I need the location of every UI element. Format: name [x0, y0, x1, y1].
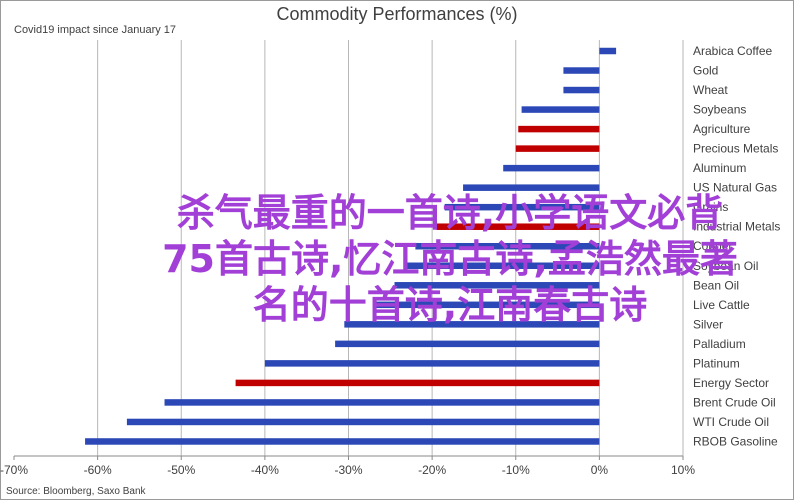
x-tick-label: -50%: [167, 463, 195, 477]
bar-precious-metals: [515, 145, 600, 152]
bar-soybean-oil: [407, 262, 600, 270]
bar-gold: [563, 67, 600, 74]
category-label: Live Cattle: [693, 298, 750, 312]
bar-wheat: [563, 86, 600, 94]
bar-agriculture: [518, 125, 600, 133]
bar-palladium: [335, 340, 600, 348]
x-tick-label: 0%: [591, 463, 609, 477]
category-label: Precious Metals: [693, 142, 778, 156]
bar-energy-sector: [235, 379, 600, 387]
bar-bean-oil: [394, 282, 600, 289]
category-label: Aluminum: [693, 161, 746, 175]
bar-soybeans: [521, 106, 600, 113]
chart-source: Source: Bloomberg, Saxo Bank: [6, 486, 146, 497]
bar-rbob-gasoline: [85, 438, 600, 445]
category-label: Energy Sector: [693, 376, 769, 390]
bar-silver: [344, 321, 600, 328]
x-tick-label: -40%: [251, 463, 279, 477]
category-label: WTI Crude Oil: [693, 415, 769, 429]
bar-live-cattle: [373, 301, 600, 309]
x-tick-label: 10%: [671, 463, 695, 477]
bar-industrial-metals: [436, 223, 600, 230]
bar-us-natural-gas: [463, 184, 600, 191]
category-label: Grains: [693, 200, 728, 214]
bar-copper: [415, 242, 600, 250]
category-label: Brent Crude Oil: [693, 395, 776, 409]
category-label: Soybean Oil: [693, 259, 758, 273]
category-label: Wheat: [693, 83, 728, 97]
category-label: RBOB Gasoline: [693, 434, 778, 448]
category-label: Copper: [693, 239, 732, 253]
category-label: Arabica Coffee: [693, 44, 772, 58]
overlay-watermark-text: 杀气最重的一首诗,小学语文必背75首古诗,忆江南古诗,孟浩然最著名的十首诗,江南…: [162, 191, 738, 327]
x-tick-label: -20%: [418, 463, 446, 477]
x-tick-label: -30%: [334, 463, 362, 477]
category-label: Palladium: [693, 337, 746, 351]
bar-aluminum: [503, 164, 600, 172]
category-label: Soybeans: [693, 103, 746, 117]
category-label: Gold: [693, 64, 718, 78]
category-label: Bean Oil: [693, 278, 739, 292]
category-label: Agriculture: [693, 122, 751, 136]
bar-arabica-coffee: [599, 47, 617, 55]
category-label: Industrial Metals: [693, 220, 780, 234]
x-tick-label: -10%: [502, 463, 530, 477]
category-label: Platinum: [693, 356, 740, 370]
bar-wti-crude-oil: [126, 418, 600, 426]
x-tick-label: -60%: [84, 463, 112, 477]
x-tick-label: -70%: [0, 463, 28, 477]
bar-brent-crude-oil: [164, 399, 600, 406]
bar-platinum: [264, 360, 600, 367]
chart-title: Commodity Performances (%): [276, 4, 518, 24]
category-label: US Natural Gas: [693, 181, 777, 195]
category-label: Silver: [693, 317, 723, 331]
bar-grains: [444, 203, 600, 211]
chart-subtitle: Covid19 impact since January 17: [14, 24, 177, 36]
